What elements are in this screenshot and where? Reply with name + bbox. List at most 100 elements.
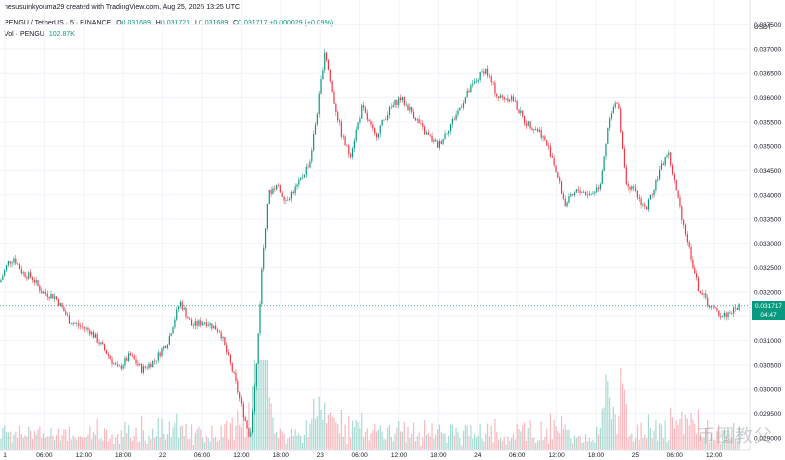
candle-body [116,364,119,367]
volume-bar [289,437,291,450]
candle-body [316,114,318,125]
candle-body [492,82,494,83]
candle-body [266,203,268,229]
candle-body [634,187,637,191]
volume-bar [601,408,603,450]
candle-body [290,191,293,199]
volume-bar [448,435,450,450]
volume-bar [388,424,391,450]
volume-bar [301,442,304,450]
candle-body [148,363,150,368]
candle-body [703,293,705,295]
candle-body [152,360,154,368]
candle-body [536,129,539,132]
candle-body [514,100,516,102]
candle-body [329,69,331,82]
candle-body [242,403,244,418]
candle-body [227,352,230,355]
volume-bar [35,434,37,450]
volume-bar [89,426,91,450]
candle-body [631,186,633,190]
candle-body [694,267,696,274]
volume-bar [355,419,357,450]
volume-bar [351,420,354,450]
candle-body [33,279,35,283]
candle-body [642,204,644,206]
candle-body [305,166,307,175]
candle-body [677,190,679,198]
volume-bar [142,430,145,450]
volume-bar [281,431,283,450]
candle-body [520,110,522,114]
candle-body [512,96,515,102]
candle-body [370,121,372,125]
volume-bar [646,438,648,450]
volume-bar [400,431,402,450]
candle-body [429,134,431,136]
volume-bar [716,431,718,450]
candle-body [572,194,574,195]
volume-bar [440,431,442,450]
candle-body [546,139,548,146]
volume-bar [255,371,257,450]
candle-body [120,365,122,369]
candle-body [79,325,82,327]
candle-body [670,152,672,166]
candle-body [364,107,367,113]
volume-bar [660,424,663,450]
volume-bar [246,426,248,450]
candle-body [39,285,41,292]
volume-bar [568,429,570,450]
candle-body [276,185,278,190]
time-tick-label: 18:00 [588,452,605,459]
volume-bars [0,360,740,450]
candle-body [627,184,629,187]
volume-bar [65,429,67,450]
time-tick-label: 12:00 [76,452,93,459]
volume-bar [736,440,738,450]
volume-bar [501,441,503,450]
candle-body [44,291,46,294]
volume-bar [379,425,381,450]
volume-bar [396,427,398,450]
volume-bar [189,439,191,450]
volume-bar [227,439,230,450]
candle-body [0,279,2,283]
candle-body [7,261,9,266]
candle-body [91,331,93,335]
volume-bar [625,403,627,450]
volume-bar [68,426,71,450]
volume-bar [368,440,370,450]
candle-body [174,319,176,328]
candle-body [431,135,433,142]
candle-body [688,242,690,247]
candle-body [718,310,720,317]
volume-bar [176,413,178,450]
candle-body [529,121,531,129]
candle-body [350,154,352,158]
candle-body [570,194,572,197]
volume-bar [505,444,507,450]
candle-body [187,316,189,319]
candle-body [287,200,289,201]
candle-body [13,258,15,263]
candle-body [46,293,48,297]
candle-body [401,96,404,101]
volume-bar [322,419,324,450]
candle-body [385,119,387,121]
ohlc-legend: PENGU / TetherUS · 5 · BINANCE O0.031689… [4,20,333,27]
candle-body [710,306,712,308]
candle-body [692,259,694,268]
candle-body [727,312,729,318]
candle-body [26,276,28,279]
volume-bar [572,443,574,450]
symbol-pair[interactable]: PENGU / TetherUS · 5 · BINANCE [4,20,112,27]
candle-body [342,136,344,138]
candle-body [57,299,59,306]
candle-body [590,193,592,195]
volume-bar [586,441,589,450]
candle-body [418,119,420,124]
candle-body [548,145,550,147]
candle-body [738,303,740,310]
